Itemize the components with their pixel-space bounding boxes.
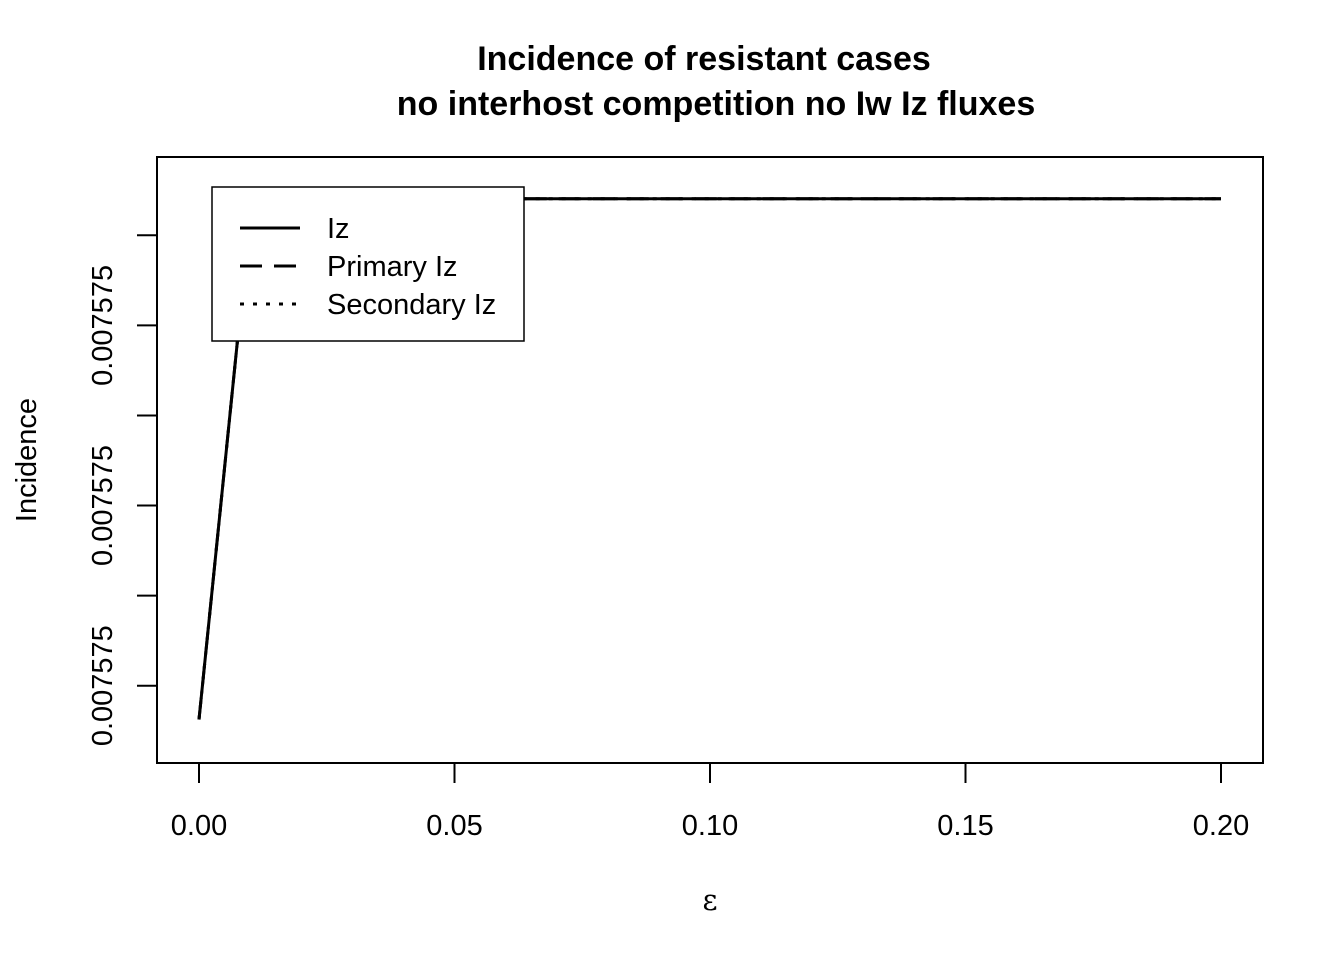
x-tick-label-2: 0.10 xyxy=(682,810,738,842)
legend-label-2: Secondary Iz xyxy=(327,289,496,321)
x-tick-label-0: 0.00 xyxy=(171,810,227,842)
x-tick-label-1: 0.05 xyxy=(426,810,482,842)
chart-title: Incidence of resistant cases xyxy=(477,40,931,78)
legend-label-0: Iz xyxy=(327,213,350,245)
y-axis: 0.007575 0.007575 0.007575 xyxy=(87,234,158,746)
chart-subtitle: no interhost competition no Iw Iz fluxes xyxy=(397,85,1035,123)
x-axis: 0.00 0.05 0.10 0.15 0.20 xyxy=(171,762,1249,842)
legend-label-1: Primary Iz xyxy=(327,251,458,283)
x-tick-label-4: 0.20 xyxy=(1193,810,1249,842)
legend: Iz Primary Iz Secondary Iz xyxy=(211,186,525,342)
legend-box xyxy=(211,186,525,342)
y-tick-label-0: 0.007575 xyxy=(87,625,119,746)
x-axis-label: ε xyxy=(702,883,717,917)
y-axis-label: Incidence xyxy=(11,398,43,522)
y-tick-label-2: 0.007575 xyxy=(87,445,119,566)
x-tick-label-3: 0.15 xyxy=(937,810,993,842)
y-tick-label-4: 0.007575 xyxy=(87,265,119,386)
